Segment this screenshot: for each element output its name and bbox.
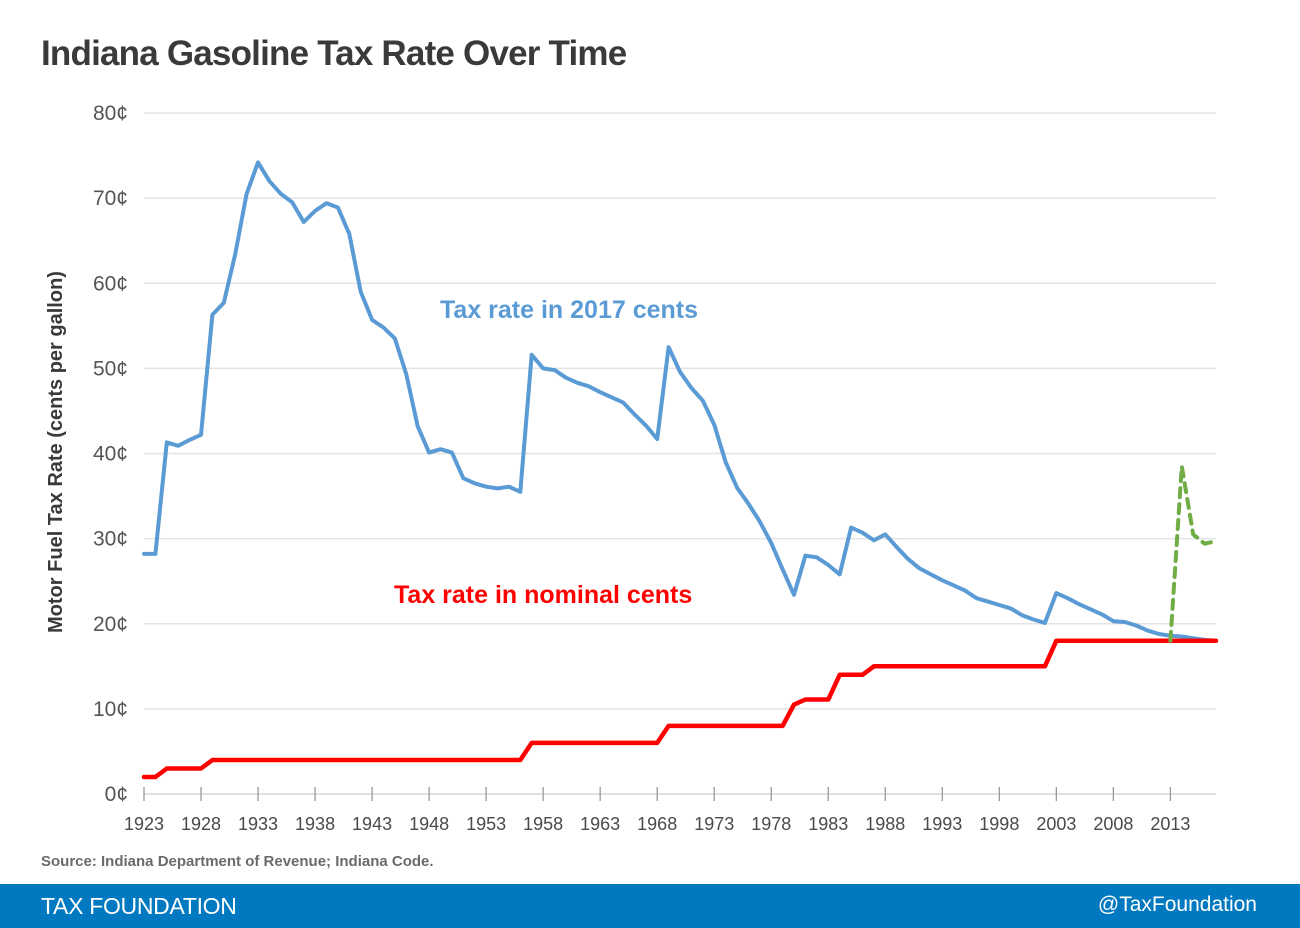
y-axis-title: Motor Fuel Tax Rate (cents per gallon) — [45, 271, 67, 633]
gridlines — [144, 112, 1216, 795]
x-tick-label: 1928 — [181, 814, 221, 834]
y-tick-label: 20¢ — [93, 613, 128, 636]
x-tick-label: 1988 — [865, 814, 905, 834]
x-tick-label: 1923 — [124, 814, 164, 834]
x-tick-label: 1948 — [409, 814, 449, 834]
x-tick-label: 1973 — [694, 814, 734, 834]
footer-bar: TAX FOUNDATION @TaxFoundation — [0, 884, 1300, 928]
series-line-projection — [1168, 464, 1218, 643]
x-axis: 1923 1928 1933 1938 1943 1948 1953 1958 1963 1968… — [124, 787, 1216, 834]
x-tick-label: 1933 — [238, 814, 278, 834]
line-chart: 0¢10¢20¢30¢40¢50¢60¢70¢80¢ 1923 1928 1933 1… — [45, 102, 1219, 834]
x-tick-label: 2008 — [1093, 814, 1133, 834]
x-tick-label: 1978 — [751, 814, 791, 834]
series-line-nominal — [141, 638, 1219, 780]
x-tick-label: 1953 — [466, 814, 506, 834]
x-tick-label: 1998 — [979, 814, 1019, 834]
y-tick-label: 10¢ — [93, 698, 128, 721]
y-tick-label: 0¢ — [105, 783, 128, 806]
y-axis-tick-labels: 0¢ 10¢ 20¢ 30¢ 40¢ 50¢ 60¢ 70¢ 80¢ — [93, 102, 128, 806]
source-note: Source: Indiana Department of Revenue; I… — [41, 853, 434, 870]
x-tick-label: 1968 — [637, 814, 677, 834]
y-tick-label: 80¢ — [93, 102, 128, 125]
annotation-nominal-cents: Tax rate in nominal cents — [394, 581, 692, 609]
x-tick-label: 2013 — [1150, 814, 1190, 834]
x-tick-label: 1983 — [808, 814, 848, 834]
footer-brand: TAX FOUNDATION — [41, 893, 237, 919]
x-tick-label: 1943 — [352, 814, 392, 834]
series-line-real — [142, 160, 1218, 643]
x-tick-label: 1963 — [580, 814, 620, 834]
series-lines — [141, 160, 1219, 780]
x-tick-label: 1993 — [922, 814, 962, 834]
x-tick-label: 1938 — [295, 814, 335, 834]
y-tick-label: 60¢ — [93, 272, 128, 295]
annotation-real-cents: Tax rate in 2017 cents — [440, 296, 698, 324]
footer-twitter-handle[interactable]: @TaxFoundation — [1097, 893, 1257, 916]
y-tick-label: 70¢ — [93, 187, 128, 210]
y-tick-label: 50¢ — [93, 357, 128, 380]
y-tick-label: 40¢ — [93, 443, 128, 466]
x-tick-label: 1958 — [523, 814, 563, 834]
y-tick-label: 30¢ — [93, 528, 128, 551]
x-tick-label: 2003 — [1036, 814, 1076, 834]
chart-title: Indiana Gasoline Tax Rate Over Time — [41, 34, 627, 73]
